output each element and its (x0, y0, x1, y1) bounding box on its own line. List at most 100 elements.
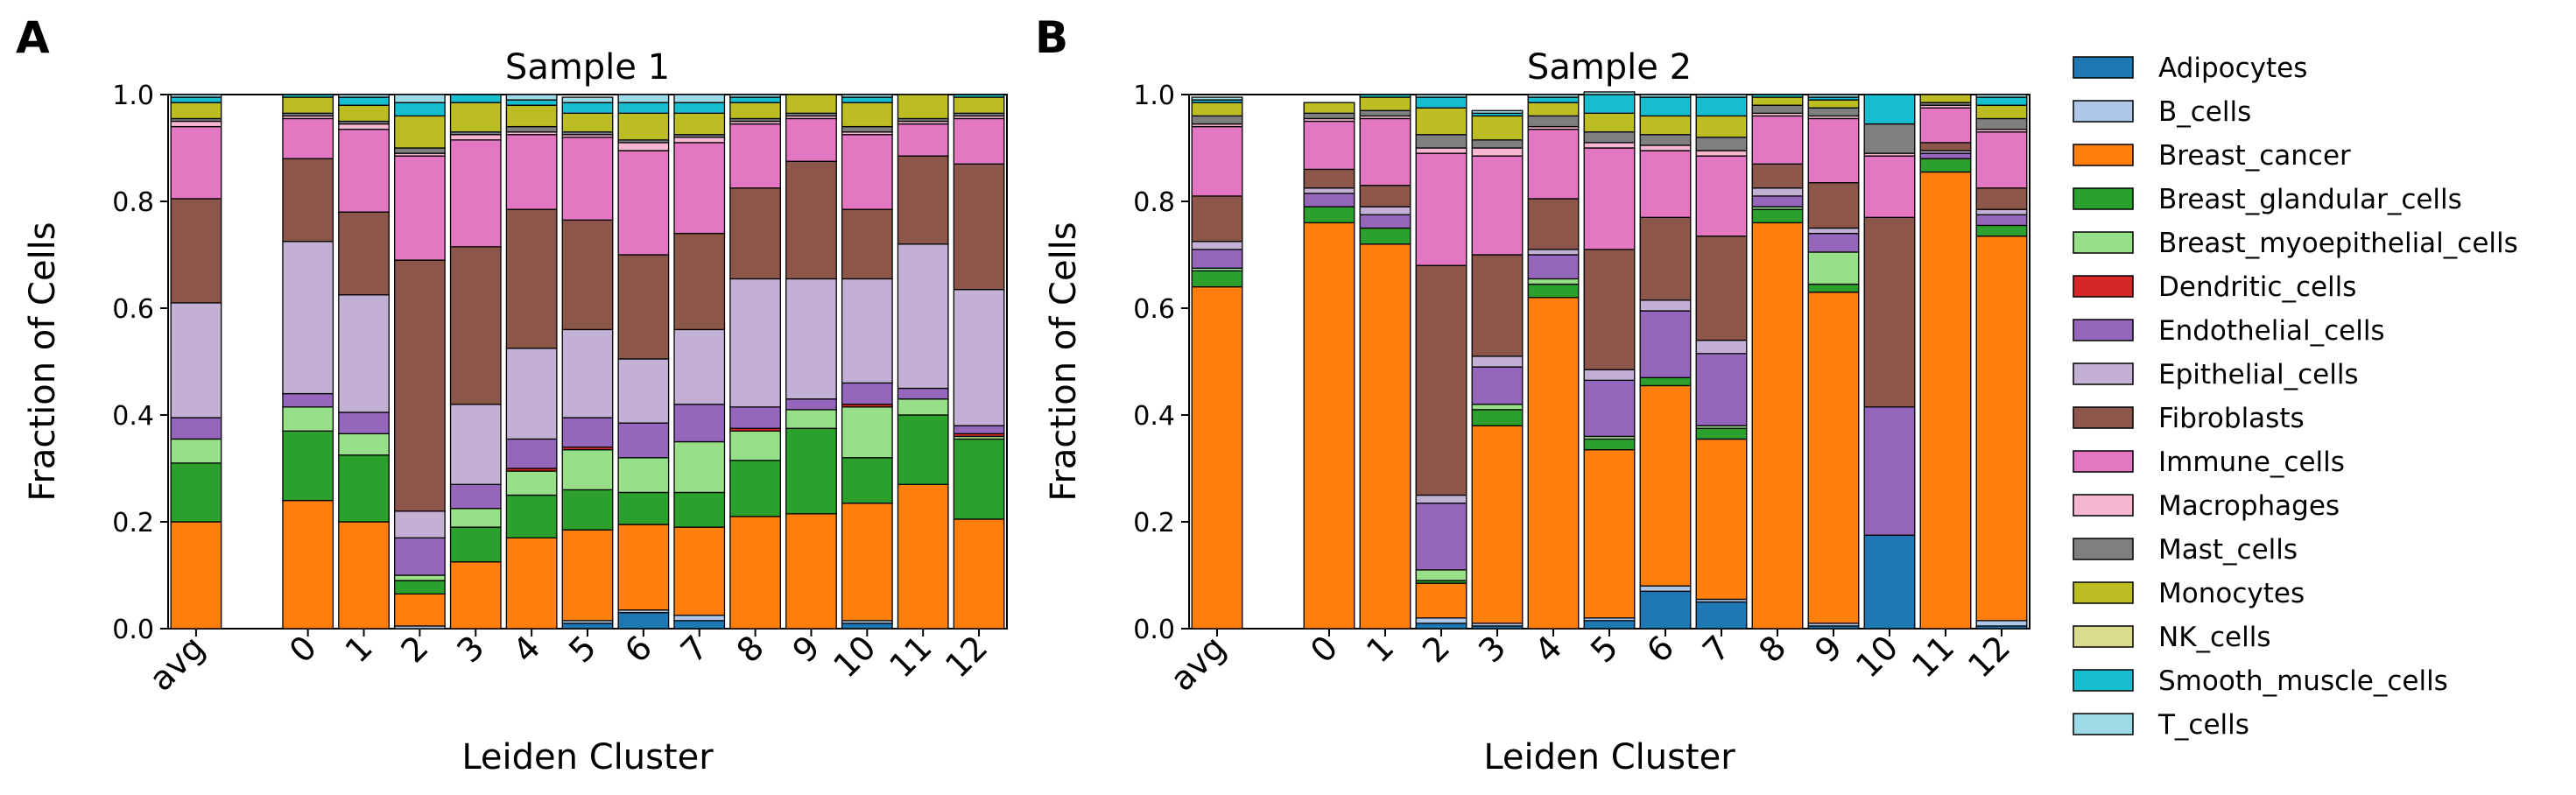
bar-segment-immune-cells (1359, 117, 1411, 186)
bar-segment-epithelial-cells (170, 302, 222, 419)
bar-segment-monocytes (282, 96, 334, 115)
x-tick-label: 6 (1639, 628, 1681, 670)
bar-segment-breast-myoepithelial-cells (1527, 278, 1580, 285)
bar-segment-breast-cancer (338, 521, 390, 630)
x-tick-label: 7 (673, 628, 715, 670)
bar-segment-breast-glandular-cells (1751, 208, 1804, 224)
bar-segment-monocytes (1919, 94, 1972, 103)
bar-segment-smooth-muscle-cells (338, 96, 390, 106)
bar-segment-endothelial-cells (1919, 152, 1972, 159)
bar-segment-endothelial-cells (1807, 232, 1860, 253)
bar-segment-mast-cells (1191, 115, 1243, 125)
bar-segment-breast-cancer (1639, 384, 1692, 587)
bar-segment-monocytes (1191, 102, 1243, 117)
bar-segment-monocytes (1639, 115, 1692, 136)
bar-segment-fibroblasts (449, 246, 502, 405)
bar-segment-smooth-muscle-cells (394, 102, 446, 117)
y-tick-label: 0.6 (112, 294, 154, 325)
bar-segment-breast-cancer (282, 499, 334, 630)
bar-segment-t-cells (1807, 94, 1860, 98)
bar-segment-breast-cancer (1359, 243, 1411, 630)
y-tick-label: 1.0 (112, 81, 154, 111)
x-tick-label: 9 (1807, 628, 1849, 670)
bar-segment-breast-cancer (505, 537, 558, 630)
bar-segment-monocytes (561, 112, 614, 133)
x-axis-label: Leiden Cluster (1483, 737, 1735, 777)
legend-label-monocytes: Monocytes (2158, 578, 2305, 609)
bar-segment-t-cells (1471, 109, 1524, 115)
bar-segment-breast-cancer (1695, 438, 1748, 601)
bar-segment-breast-glandular-cells (1471, 409, 1524, 426)
bar-segment-smooth-muscle-cells (1639, 96, 1692, 117)
bar-segment-monocytes (617, 112, 670, 141)
legend-swatch-smooth-muscle-cells (2073, 669, 2134, 692)
bar-segment-t-cells (394, 94, 446, 103)
bar-segment-b-cells (1975, 620, 2028, 627)
bar-segment-breast-glandular-cells (953, 438, 1005, 520)
bar-segment-mast-cells (1695, 137, 1748, 151)
bar-segment-breast-cancer (953, 518, 1005, 630)
bar-segment-breast-glandular-cells (561, 489, 614, 531)
bar-segment-breast-cancer (449, 561, 502, 630)
bar-segment-monocytes (505, 104, 558, 128)
bar-segment-mast-cells (1415, 134, 1467, 149)
x-tick-label: 0 (282, 628, 324, 670)
bar-segment-epithelial-cells (1303, 187, 1355, 194)
bar-segment-fibroblasts (282, 158, 334, 243)
bar-segment-breast-glandular-cells (1303, 206, 1355, 224)
legend-swatch-breast-myoepithelial-cells (2073, 231, 2134, 254)
bar-segment-breast-glandular-cells (1695, 427, 1748, 440)
bar-segment-immune-cells (1415, 152, 1467, 266)
bar-segment-adipocytes (1695, 601, 1748, 630)
bar-segment-breast-glandular-cells (505, 494, 558, 538)
x-tick-label: 4 (505, 628, 547, 670)
bar-segment-endothelial-cells (394, 537, 446, 576)
x-tick-label: 10 (826, 628, 883, 685)
bar-segment-breast-glandular-cells (897, 414, 949, 485)
bar-segment-fibroblasts (617, 254, 670, 360)
bar-segment-fibroblasts (505, 208, 558, 349)
bar-segment-breast-cancer (394, 593, 446, 627)
bar-segment-smooth-muscle-cells (282, 94, 334, 98)
bar-segment-breast-cancer (1527, 297, 1580, 630)
bar-segment-epithelial-cells (1359, 206, 1411, 215)
x-tick-label: 8 (1751, 628, 1793, 670)
bar-segment-endothelial-cells (282, 392, 334, 408)
legend-label-macrophages: Macrophages (2158, 490, 2340, 522)
legend-label-breast-cancer: Breast_cancer (2158, 140, 2351, 172)
x-tick-label: 7 (1695, 628, 1737, 670)
bar-segment-b-cells (673, 615, 726, 622)
bar-segment-breast-cancer (1415, 582, 1467, 619)
bar-segment-breast-myoepithelial-cells (1471, 404, 1524, 411)
bar-segment-fibroblasts (897, 155, 949, 245)
bar-segment-endothelial-cells (1639, 310, 1692, 378)
y-tick-label: 0.8 (1133, 187, 1175, 218)
bar-segment-breast-myoepithelial-cells (449, 508, 502, 528)
bar-segment-smooth-muscle-cells (673, 102, 726, 115)
bar-segment-monocytes (729, 102, 781, 120)
legend-swatch-b-cells (2073, 100, 2134, 123)
bar-segment-fibroblasts (1583, 249, 1636, 370)
bar-segment-monocytes (841, 102, 893, 128)
bar-segment-epithelial-cells (505, 348, 558, 440)
legend-swatch-epithelial-cells (2073, 362, 2134, 385)
bar-segment-t-cells (1527, 94, 1580, 98)
bar-segment-mast-cells (1583, 131, 1636, 144)
bar-segment-endothelial-cells (673, 404, 726, 443)
bar-segment-epithelial-cells (282, 241, 334, 395)
bar-segment-endothelial-cells (785, 398, 837, 411)
legend-label-t-cells: T_cells (2157, 709, 2249, 741)
bar-segment-epithelial-cells (1471, 355, 1524, 368)
bar-segment-immune-cells (282, 117, 334, 159)
bar-segment-t-cells (561, 96, 614, 103)
bar-segment-breast-myoepithelial-cells (170, 438, 222, 464)
bar-segment-epithelial-cells (561, 328, 614, 419)
bar-segment-fibroblasts (1191, 195, 1243, 243)
bar-segment-adipocytes (1583, 620, 1636, 630)
bar-segment-immune-cells (841, 134, 893, 210)
bar-segment-fibroblasts (673, 232, 726, 331)
bar-segment-breast-glandular-cells (282, 430, 334, 502)
bar-segment-immune-cells (170, 125, 222, 200)
chart-panel-sample-1: Sample 1 0.0 0.2 0.4 0.6 0.8 1.0 Fraction of Ce… (23, 47, 1008, 777)
